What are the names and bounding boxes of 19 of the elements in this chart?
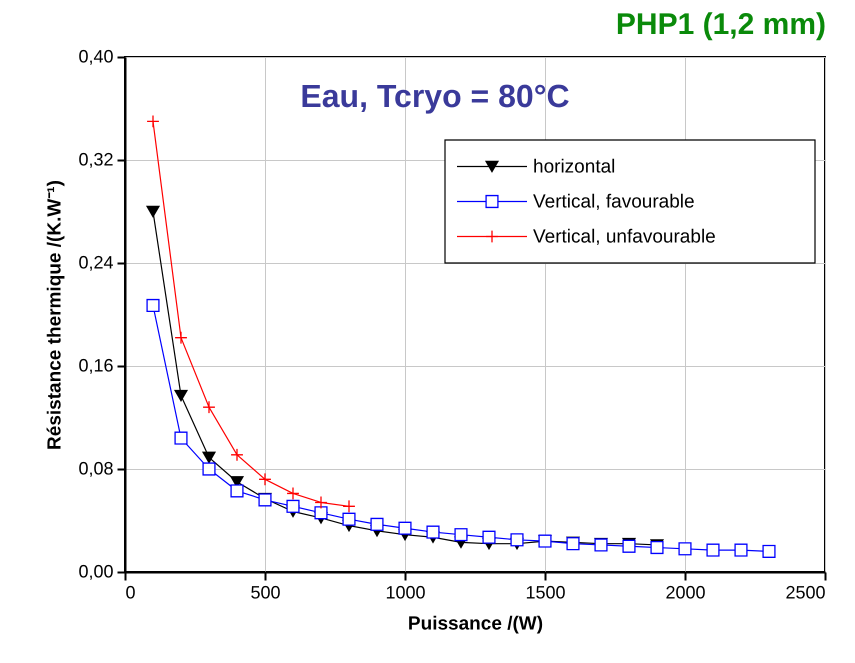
x-tick-label: 1500 — [525, 582, 566, 602]
text: Eau, Tcryo = 80°C — [300, 78, 570, 114]
y-tick-label: 0,40 — [78, 46, 114, 66]
y-tick-label: 0,08 — [78, 458, 114, 478]
chart-title: PHP1 (1,2 mm) — [616, 8, 826, 41]
legend-label: Vertical, favourable — [533, 192, 695, 212]
legend-label: horizontal — [533, 156, 616, 178]
x-tick-label: 2500 — [785, 582, 826, 602]
y-tick-label: 0,32 — [78, 150, 114, 170]
x-tick-label: 2000 — [665, 582, 706, 602]
x-tick-label: 1000 — [385, 582, 426, 602]
y-tick-label: 0,16 — [78, 356, 114, 376]
y-tick-label: 0,00 — [78, 562, 114, 582]
x-tick-label: 500 — [250, 582, 281, 602]
y-tick-label: 0,24 — [78, 252, 114, 272]
x-tick-label: 0 — [126, 582, 136, 602]
x-axis-title: Puissance /(W) — [408, 614, 544, 634]
y-axis-title: Résistance thermique /(K.W⁻¹) — [44, 180, 66, 450]
legend-label: Vertical, unfavourable — [533, 226, 716, 248]
